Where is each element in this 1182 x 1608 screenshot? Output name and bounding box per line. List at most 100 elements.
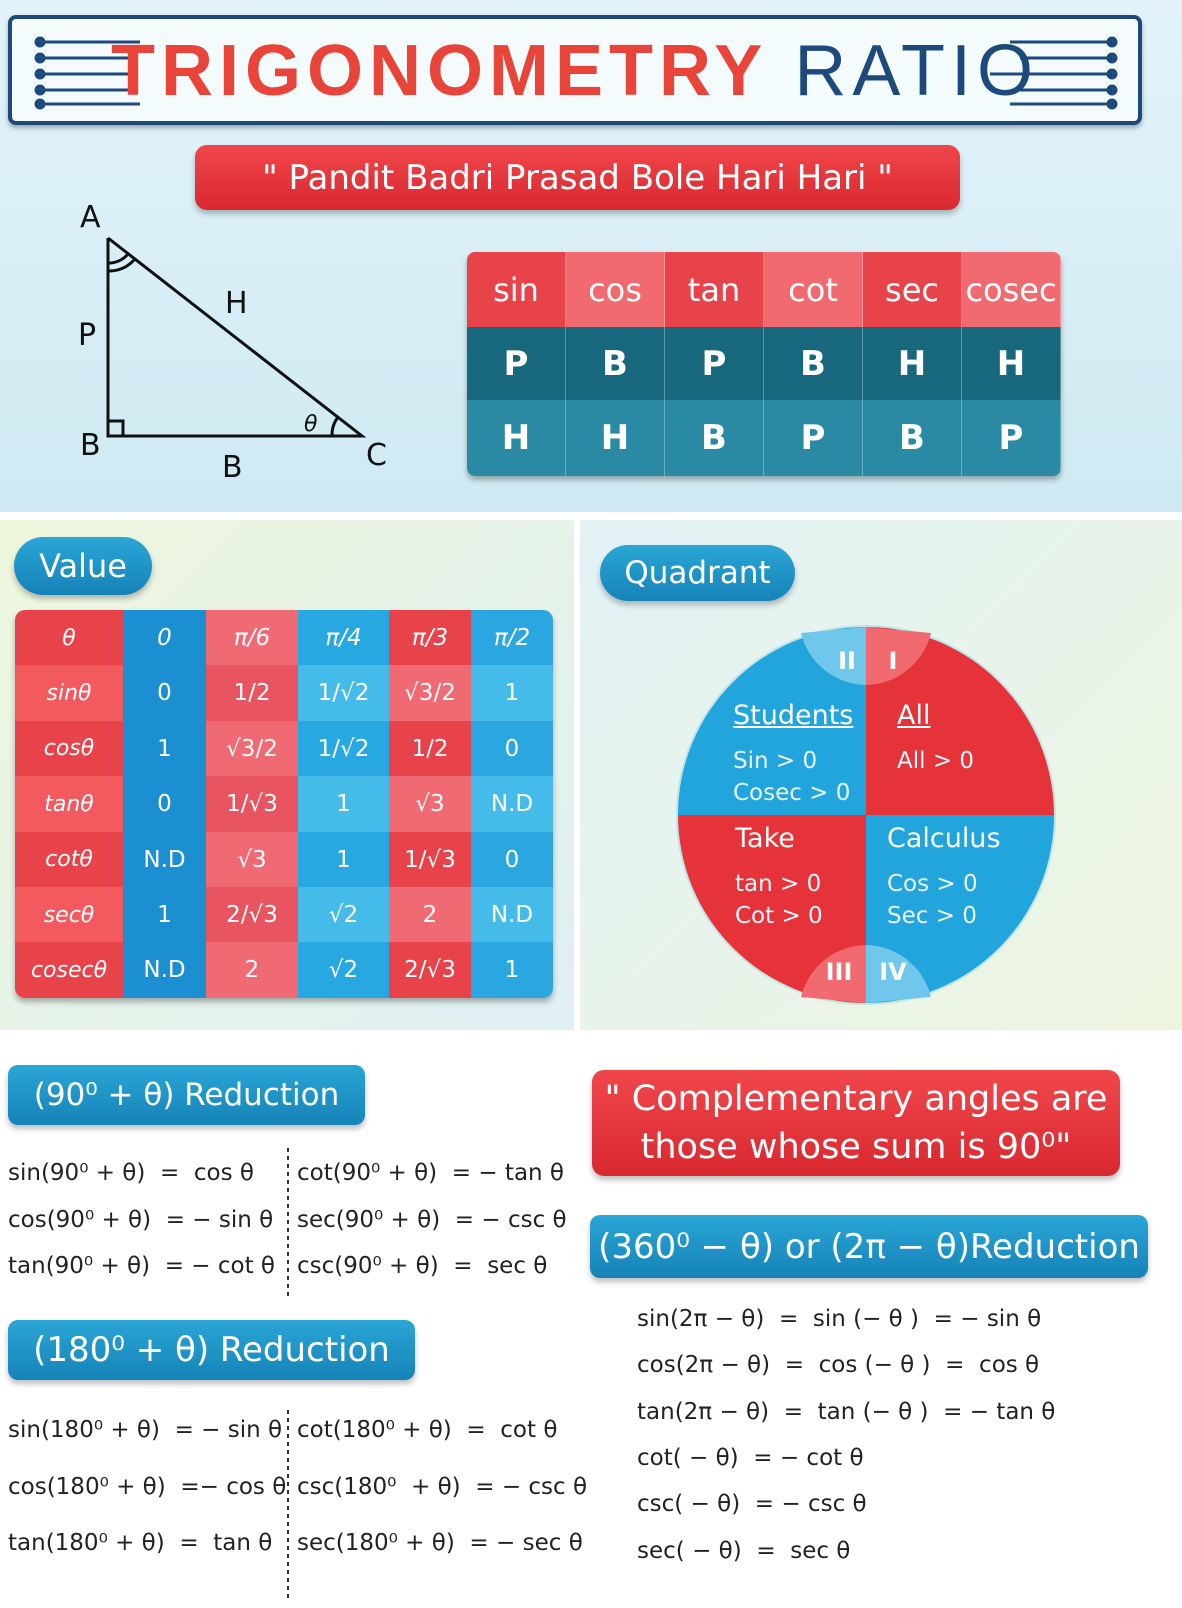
formula: sin(90⁰ + θ) = cos θ bbox=[8, 1160, 254, 1186]
ratio-cell: B bbox=[566, 327, 665, 400]
value-cell: N.D bbox=[471, 887, 553, 943]
quadrant-numeral: IV bbox=[879, 958, 907, 986]
value-cell: N.D bbox=[123, 831, 206, 888]
formula: sec( − θ) = sec θ bbox=[637, 1537, 851, 1564]
value-cell: 0 bbox=[471, 720, 553, 777]
formula: sin(180⁰ + θ) = − sin θ bbox=[8, 1417, 283, 1443]
ratio-cell: P bbox=[962, 400, 1061, 476]
quadrant-rule: Cot > 0 bbox=[735, 903, 823, 929]
formula: cot(90⁰ + θ) = − tan θ bbox=[297, 1160, 564, 1186]
value-cell: 0 bbox=[123, 776, 206, 833]
banner-lines bbox=[34, 36, 1118, 110]
note-line: those whose sum is 90⁰" bbox=[640, 1127, 1072, 1167]
value-cell: π/4 bbox=[298, 610, 389, 666]
quadrant-label: Quadrant bbox=[600, 545, 795, 601]
ratio-cell: cot bbox=[764, 252, 863, 327]
quadrant-rule: Sec > 0 bbox=[887, 903, 977, 929]
value-cell: sinθ bbox=[15, 665, 123, 722]
value-cell: 2/√3 bbox=[206, 887, 298, 943]
value-cell: 0 bbox=[123, 610, 206, 666]
ratio-cell: B bbox=[863, 400, 962, 476]
value-cell: 1 bbox=[471, 942, 553, 998]
quadrant-rule: Cosec > 0 bbox=[733, 780, 851, 806]
complementary-note: " Complementary angles are those whose s… bbox=[592, 1070, 1120, 1176]
mnemonic: " Pandit Badri Prasad Bole Hari Hari " bbox=[195, 145, 960, 210]
formula: csc(180⁰ + θ) = − csc θ bbox=[297, 1474, 588, 1500]
formula: cot(180⁰ + θ) = cot θ bbox=[297, 1417, 558, 1443]
value-cell: 1/√3 bbox=[206, 776, 298, 833]
formula: tan(2π − θ) = tan (− θ ) = − tan θ bbox=[637, 1398, 1056, 1425]
ratio-cell: P bbox=[764, 400, 863, 476]
value-cell: 1/2 bbox=[206, 665, 298, 722]
value-cell: 0 bbox=[123, 665, 206, 722]
reduction-360-title: (360⁰ − θ) or (2π − θ)Reduction bbox=[590, 1215, 1148, 1278]
note-line: " Complementary angles are bbox=[604, 1079, 1108, 1119]
vertex-label: A bbox=[80, 200, 101, 235]
reduction-90-title: (90⁰ + θ) Reduction bbox=[8, 1065, 365, 1125]
quadrant-word: All bbox=[897, 700, 931, 731]
value-cell: 1 bbox=[298, 776, 389, 833]
value-cell: π/3 bbox=[389, 610, 471, 666]
formula: csc(90⁰ + θ) = sec θ bbox=[297, 1253, 548, 1279]
ratio-cell: H bbox=[962, 327, 1061, 400]
value-cell: 1/2 bbox=[389, 720, 471, 777]
formula: cot( − θ) = − cot θ bbox=[637, 1444, 864, 1471]
value-cell: 1 bbox=[123, 887, 206, 943]
quadrant-numeral: III bbox=[825, 958, 853, 986]
quadrant-rule: tan > 0 bbox=[735, 871, 822, 897]
quadrant-numeral: I bbox=[888, 647, 898, 675]
ratio-cell: P bbox=[665, 327, 764, 400]
value-cell: N.D bbox=[123, 942, 206, 998]
quadrant-rule: Cos > 0 bbox=[887, 871, 978, 897]
value-cell: 1 bbox=[123, 720, 206, 777]
quadrant-word: Students bbox=[733, 700, 854, 731]
value-cell: 1/√2 bbox=[298, 720, 389, 777]
formula: sec(90⁰ + θ) = − csc θ bbox=[297, 1207, 567, 1233]
title-light: RATIO bbox=[794, 31, 1039, 111]
ratio-table: sin cos tan cot sec cosec P B P B H H H H B P B P bbox=[467, 252, 1061, 476]
formula: csc( − θ) = − csc θ bbox=[637, 1491, 867, 1518]
formula: sin(2π − θ) = sin (− θ ) = − sin θ bbox=[637, 1306, 1042, 1332]
value-cell: tanθ bbox=[15, 776, 123, 833]
value-cell: θ bbox=[15, 610, 123, 666]
ratio-cell: H bbox=[863, 327, 962, 400]
reduction-180-title: (180⁰ + θ) Reduction bbox=[8, 1320, 415, 1380]
value-cell: 2 bbox=[206, 942, 298, 998]
value-cell: cotθ bbox=[15, 831, 123, 888]
value-cell: 1 bbox=[471, 665, 553, 722]
ratio-cell: P bbox=[467, 327, 566, 400]
formula: sec(180⁰ + θ) = − sec θ bbox=[297, 1530, 583, 1556]
value-cell: cosθ bbox=[15, 720, 123, 777]
triangle: A B C P H B θ bbox=[78, 200, 387, 485]
value-cell: 1 bbox=[298, 831, 389, 888]
value-cell: √3 bbox=[206, 831, 298, 888]
formula: tan(180⁰ + θ) = tan θ bbox=[8, 1530, 273, 1556]
quadrant-rule: All > 0 bbox=[897, 748, 975, 774]
ratio-cell: sin bbox=[467, 252, 566, 327]
value-cell: N.D bbox=[471, 776, 553, 833]
value-cell: √2 bbox=[298, 887, 389, 943]
value-cell: 1/√2 bbox=[298, 665, 389, 722]
value-cell: 0 bbox=[471, 831, 553, 888]
quadrant-circle bbox=[676, 625, 1056, 1005]
title: TRIGONOMETRY RATIO bbox=[111, 26, 1033, 116]
value-table: θ 0 π/6 π/4 π/3 π/2 sinθ 0 1/2 1/√2 √3/2 1 cosθ 1 √3/2… bbox=[15, 610, 553, 998]
value-cell: √3/2 bbox=[389, 665, 471, 722]
side-label: P bbox=[78, 318, 96, 353]
formula: cos(180⁰ + θ) =− cos θ bbox=[8, 1474, 287, 1500]
vertex-label: B bbox=[80, 428, 101, 463]
ratio-cell: H bbox=[467, 400, 566, 476]
value-cell: 1/√3 bbox=[389, 831, 471, 888]
ratio-cell: cosec bbox=[962, 252, 1061, 327]
ratio-cell: B bbox=[665, 400, 764, 476]
angle-label: θ bbox=[304, 412, 318, 437]
ratio-cell: B bbox=[764, 327, 863, 400]
title-bold: TRIGONOMETRY bbox=[111, 31, 769, 111]
title-banner bbox=[8, 15, 1142, 125]
side-label: B bbox=[222, 450, 243, 485]
value-cell: √3 bbox=[389, 776, 471, 833]
value-cell: 2 bbox=[389, 887, 471, 943]
quadrant-numeral: II bbox=[838, 647, 856, 675]
value-cell: √2 bbox=[298, 942, 389, 998]
quadrant-rule: Sin > 0 bbox=[733, 748, 818, 774]
